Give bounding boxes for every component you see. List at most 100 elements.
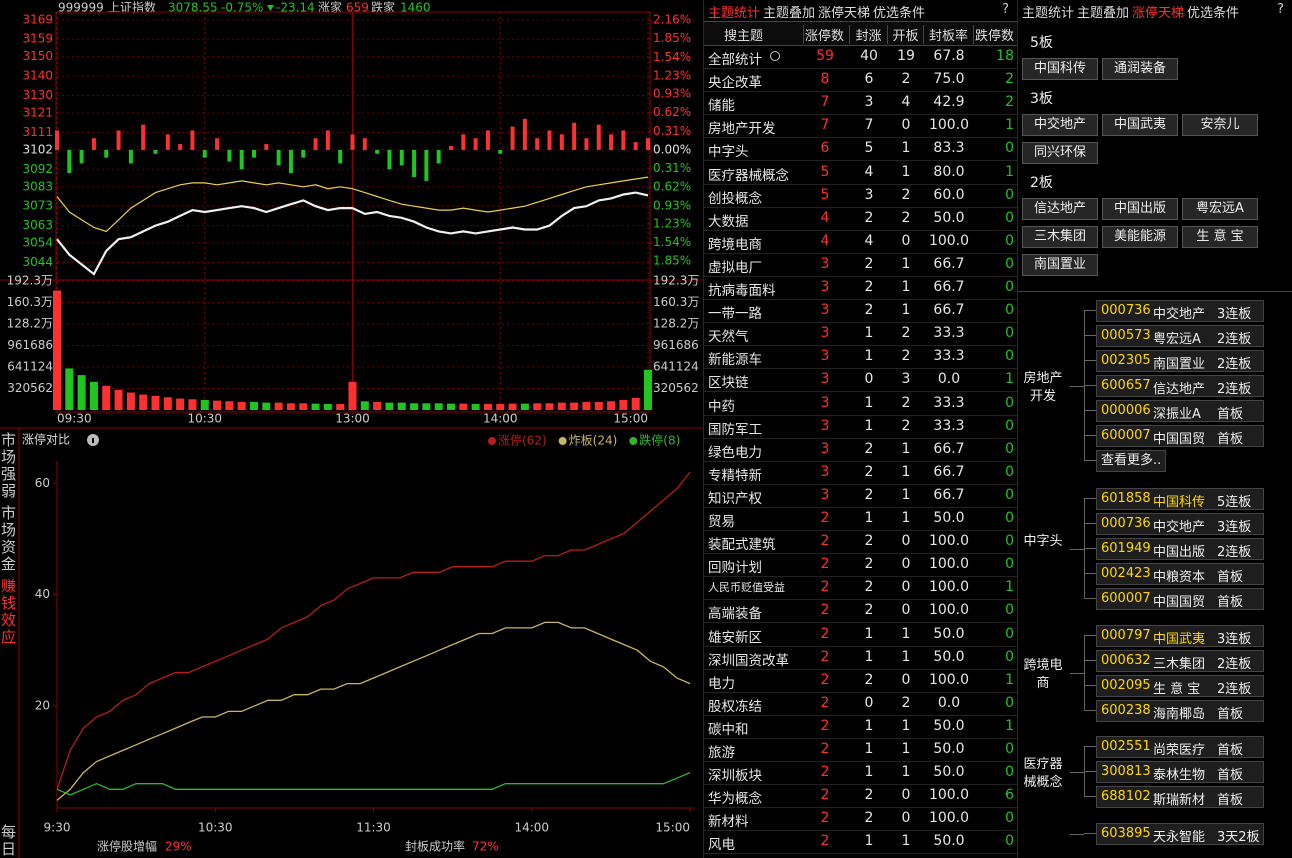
volume-bar [213, 400, 222, 410]
column-header[interactable]: 封板率 [924, 25, 974, 44]
stock-row[interactable]: 000632 三木集团 2连板 [1096, 650, 1264, 672]
table-row[interactable]: 央企改革 8 6 2 75.0 2 [704, 68, 1017, 93]
stock-button[interactable]: 同兴环保 [1022, 142, 1098, 164]
stock-row[interactable]: 000006 深振业A 首板 [1096, 400, 1264, 422]
table-row[interactable]: 创投概念 5 3 2 60.0 0 [704, 184, 1017, 208]
table-row[interactable]: 全部统计 59 40 19 67.8 18 [704, 45, 1017, 69]
stock-button[interactable]: 通润装备 [1102, 58, 1178, 80]
stock-row[interactable]: 600657 信达地产 2连板 [1096, 375, 1264, 397]
table-row[interactable]: 电力 2 2 0 100.0 1 [704, 669, 1017, 693]
table-row[interactable]: 房地产开发 7 7 0 100.0 1 [704, 114, 1017, 139]
stock-button[interactable]: 中交地产 [1022, 114, 1098, 136]
stock-row[interactable]: 601949 中国出版 2连板 [1096, 538, 1264, 560]
stock-row[interactable]: 000736 中交地产 3连板 [1096, 300, 1264, 322]
table-row[interactable]: 旅游 2 1 1 50.0 0 [704, 738, 1017, 762]
help[interactable]: ? [1277, 2, 1284, 17]
stock-row[interactable]: 000573 粤宏远A 2连板 [1096, 325, 1264, 347]
stock-row[interactable]: 000797 中国武夷 3连板 [1096, 625, 1264, 647]
stock-row[interactable]: 601858 中国科传 5连板 [1096, 488, 1264, 510]
table-row[interactable]: 人民币贬值受益 2 2 0 100.0 1 [704, 576, 1017, 601]
tab[interactable]: 主题叠加 [763, 6, 816, 21]
volume-tick-label: 160.3万 [7, 295, 53, 309]
stock-button[interactable]: 中国武夷 [1102, 114, 1178, 136]
table-row[interactable]: 区块链 3 0 3 0.0 1 [704, 368, 1017, 393]
breadth-bar [498, 149, 503, 154]
cell: 2 [864, 579, 874, 596]
table-row[interactable]: 大数据 4 2 2 50.0 0 [704, 207, 1017, 231]
stock-row[interactable]: 600007 中国国贸 首板 [1096, 588, 1264, 610]
tab[interactable]: 优选条件 [873, 6, 926, 21]
table-row[interactable]: 深圳板块 2 1 1 50.0 0 [704, 761, 1017, 786]
stock-button[interactable]: 安奈儿 [1182, 114, 1258, 136]
table-row[interactable]: 装配式建筑 2 2 0 100.0 0 [704, 530, 1017, 555]
table-row[interactable]: 股权冻结 2 0 2 0.0 0 [704, 692, 1017, 716]
side-tab[interactable]: 赚钱效应 [1, 577, 17, 646]
stock-row[interactable]: 002423 中粮资本 首板 [1096, 563, 1264, 585]
help[interactable]: ? [1002, 2, 1009, 17]
stock-button[interactable]: 中国出版 [1102, 198, 1178, 220]
table-row[interactable]: 新材料 2 2 0 100.0 0 [704, 807, 1017, 832]
stock-row[interactable]: 000736 中交地产 3连板 [1096, 513, 1264, 535]
table-row[interactable]: 深圳国资改革 2 1 1 50.0 0 [704, 646, 1017, 670]
table-row[interactable]: 绿色电力 3 2 1 66.7 0 [704, 438, 1017, 462]
table-row[interactable]: 雄安新区 2 1 1 50.0 0 [704, 623, 1017, 647]
table-row[interactable]: 专精特新 3 2 1 66.7 0 [704, 461, 1017, 485]
level-label: 3板 [1030, 91, 1053, 107]
column-header[interactable]: 开板 [888, 25, 924, 44]
column-header[interactable]: 封涨 [850, 25, 888, 44]
cell: 国防军工 [708, 421, 762, 438]
cell: 1 [864, 348, 874, 365]
tab[interactable]: 涨停天梯 [818, 6, 871, 21]
tab[interactable]: 涨停天梯 [1132, 6, 1185, 21]
cell: 42.9 [933, 94, 965, 111]
stock-button[interactable]: 中国科传 [1022, 58, 1098, 80]
stock-button[interactable]: 南国置业 [1022, 254, 1098, 276]
side-tab[interactable]: 市场资金 [1, 504, 17, 573]
stock-row[interactable]: 002305 南国置业 2连板 [1096, 350, 1264, 372]
stock-button[interactable]: 粤宏远A [1182, 198, 1258, 220]
cell: 碳中和 [708, 721, 749, 738]
stock-row[interactable]: 300813 泰林生物 首板 [1096, 761, 1264, 783]
table-row[interactable]: 中药 3 1 2 33.3 0 [704, 392, 1017, 416]
stock-row[interactable]: 002551 尚荣医疗 首板 [1096, 736, 1264, 758]
table-row[interactable]: 回购计划 2 2 0 100.0 0 [704, 553, 1017, 578]
cell: 2 [864, 486, 874, 503]
table-row[interactable]: 新能源车 3 1 2 33.3 0 [704, 345, 1017, 370]
tab[interactable]: 主题统计 [708, 6, 761, 21]
table-row[interactable]: 风电 2 1 1 50.0 0 [704, 830, 1017, 855]
tab[interactable]: 主题叠加 [1077, 6, 1130, 21]
table-row[interactable]: 抗病毒面料 3 2 1 66.7 0 [704, 276, 1017, 300]
stock-button[interactable]: 三木集团 [1022, 226, 1098, 248]
column-header[interactable]: 涨停数 [800, 25, 850, 44]
table-row[interactable]: 医疗器械概念 5 4 1 80.0 1 [704, 161, 1017, 185]
side-tab[interactable]: 每日 [1, 823, 17, 858]
table-row[interactable]: 贸易 2 1 1 50.0 0 [704, 507, 1017, 531]
stock-row[interactable]: 603895 天永智能 3天2板 [1096, 823, 1264, 845]
table-row[interactable]: 虚拟电厂 3 2 1 66.7 0 [704, 253, 1017, 277]
table-row[interactable]: 储能 7 3 4 42.9 2 [704, 91, 1017, 116]
more-link[interactable]: 查看更多.. [1096, 450, 1167, 472]
side-tab[interactable]: 市场强弱 [1, 431, 17, 500]
table-row[interactable]: 跨境电商 4 4 0 100.0 0 [704, 230, 1017, 254]
table-row[interactable]: 知识产权 3 2 1 66.7 0 [704, 484, 1017, 508]
table-row[interactable]: 中字头 6 5 1 83.3 0 [704, 137, 1017, 162]
stock-row[interactable]: 688102 斯瑞新材 首板 [1096, 786, 1264, 808]
table-row[interactable]: 一带一路 3 2 1 66.7 0 [704, 299, 1017, 324]
stock-button[interactable]: 生 意 宝 [1182, 226, 1258, 248]
tab[interactable]: 优选条件 [1187, 6, 1240, 21]
tab[interactable]: 主题统计 [1022, 6, 1075, 21]
cell: 100.0 [928, 533, 970, 550]
table-row[interactable]: 天然气 3 1 2 33.3 0 [704, 322, 1017, 347]
column-header[interactable]: 跌停数 [974, 29, 1014, 44]
stock-row[interactable]: 600007 中国国贸 首板 [1096, 425, 1264, 447]
table-row[interactable]: 碳中和 2 1 1 50.0 1 [704, 715, 1017, 739]
table-row[interactable]: 国防军工 3 1 2 33.3 0 [704, 415, 1017, 439]
table-row[interactable]: 华为概念 2 2 0 100.0 6 [704, 784, 1017, 809]
column-header[interactable]: 搜主题 [708, 25, 804, 44]
table-row[interactable]: 高端装备 2 2 0 100.0 0 [704, 599, 1017, 624]
cell: 1 [901, 510, 911, 526]
stock-button[interactable]: 信达地产 [1022, 198, 1098, 220]
stock-row[interactable]: 002095 生 意 宝 2连板 [1096, 675, 1264, 697]
stock-row[interactable]: 600238 海南椰岛 首板 [1096, 700, 1264, 722]
stock-button[interactable]: 美能能源 [1102, 226, 1178, 248]
